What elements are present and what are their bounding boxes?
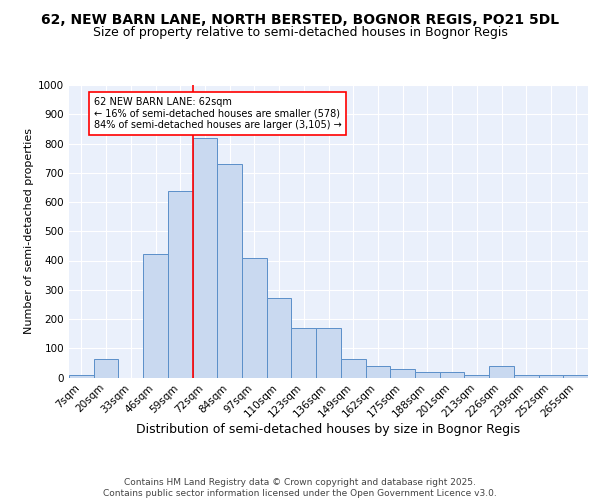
- Bar: [316, 328, 341, 378]
- Bar: [563, 376, 588, 378]
- Bar: [242, 258, 267, 378]
- Bar: [168, 191, 193, 378]
- Text: Contains HM Land Registry data © Crown copyright and database right 2025.
Contai: Contains HM Land Registry data © Crown c…: [103, 478, 497, 498]
- Bar: [341, 359, 365, 378]
- Bar: [514, 376, 539, 378]
- Bar: [390, 368, 415, 378]
- Text: 62, NEW BARN LANE, NORTH BERSTED, BOGNOR REGIS, PO21 5DL: 62, NEW BARN LANE, NORTH BERSTED, BOGNOR…: [41, 12, 559, 26]
- Bar: [143, 254, 168, 378]
- Text: 62 NEW BARN LANE: 62sqm
← 16% of semi-detached houses are smaller (578)
84% of s: 62 NEW BARN LANE: 62sqm ← 16% of semi-de…: [94, 96, 341, 130]
- Bar: [69, 376, 94, 378]
- Bar: [489, 366, 514, 378]
- Bar: [94, 359, 118, 378]
- Text: Size of property relative to semi-detached houses in Bognor Regis: Size of property relative to semi-detach…: [92, 26, 508, 39]
- Bar: [267, 298, 292, 378]
- Bar: [217, 164, 242, 378]
- Y-axis label: Number of semi-detached properties: Number of semi-detached properties: [24, 128, 34, 334]
- Bar: [415, 372, 440, 378]
- Bar: [539, 376, 563, 378]
- Bar: [193, 138, 217, 378]
- X-axis label: Distribution of semi-detached houses by size in Bognor Regis: Distribution of semi-detached houses by …: [136, 424, 521, 436]
- Bar: [464, 376, 489, 378]
- Bar: [440, 372, 464, 378]
- Bar: [365, 366, 390, 378]
- Bar: [292, 328, 316, 378]
